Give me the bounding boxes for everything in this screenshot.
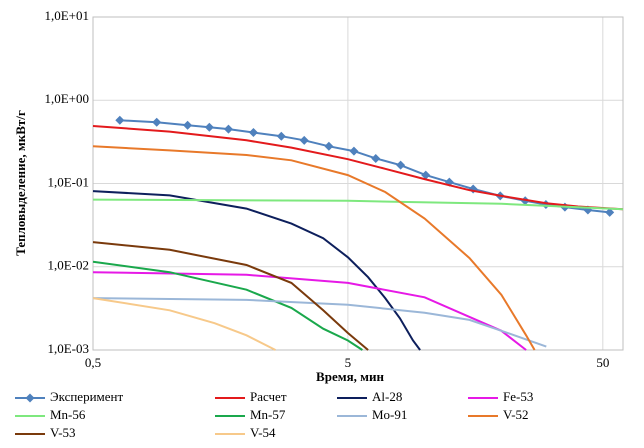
data-point [299,135,309,145]
x-tick-label: 0,5 [85,355,101,370]
data-point [324,141,334,151]
series-line [92,145,536,351]
legend-label: Mn-57 [250,407,286,422]
series-line [92,297,276,351]
series-line [92,198,624,211]
x-axis-label: Время, мин [316,369,384,384]
y-axis-label: Тепловыделение, мкВт/г [13,110,28,256]
legend-label: V-53 [50,425,76,440]
data-point [152,117,162,127]
plot-frame [92,16,624,351]
legend-label: Al-28 [372,389,402,404]
y-tick-label: 1,0E-03 [47,341,89,356]
x-tick-label: 5 [345,355,352,370]
data-point [349,146,359,156]
legend-label: Эксперимент [50,389,123,404]
y-tick-label: 1,0E+00 [44,91,89,106]
data-point [396,160,406,170]
data-point [223,124,233,134]
data-point [115,115,125,125]
data-point [276,131,286,141]
series-line [92,125,624,211]
data-point [204,122,214,132]
data-point [183,120,193,130]
y-tick-label: 1,0E+01 [44,8,89,23]
y-tick-label: 1,0E-02 [47,258,89,273]
series-line [92,260,363,351]
legend-label: V-52 [503,407,529,422]
series-line [92,190,421,351]
series-line [92,297,547,348]
legend-label: V-54 [250,425,276,440]
y-tick-label: 1,0E-01 [47,174,89,189]
legend-label: Расчет [250,389,287,404]
legend-label: Fe-53 [503,389,533,404]
x-tick-label: 50 [596,355,609,370]
data-point [421,170,431,180]
data-point [248,127,258,137]
legend-label: Mo-91 [372,407,407,422]
legend-marker [25,393,35,403]
legend-label: Mn-56 [50,407,86,422]
series-line [92,241,369,351]
data-point [371,153,381,163]
data-point [605,207,615,217]
